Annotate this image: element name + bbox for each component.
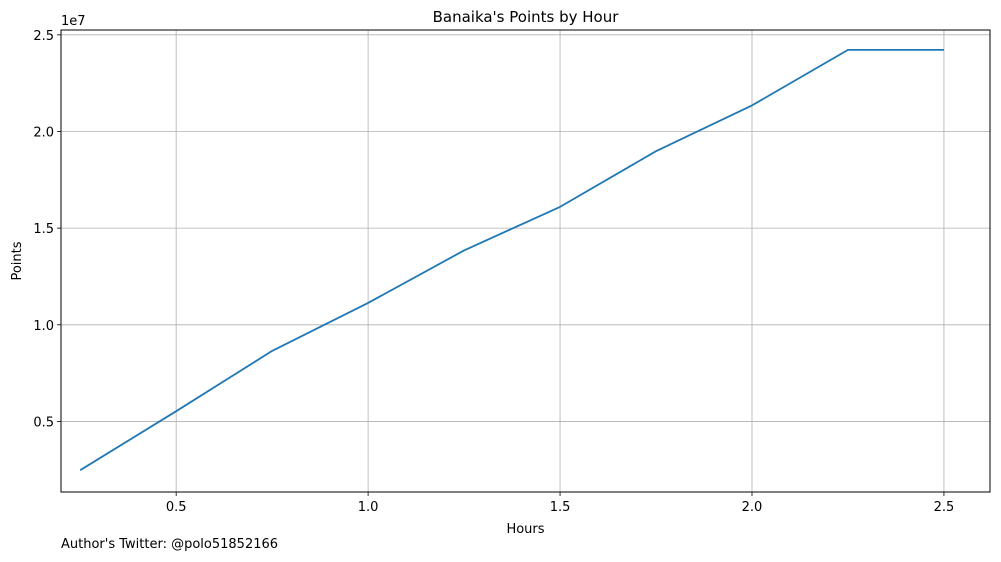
- y-tick-label: 2.0: [33, 125, 54, 140]
- y-tick-label: 1.5: [33, 222, 54, 237]
- author-credit: Author's Twitter: @polo51852166: [61, 537, 279, 552]
- y-tick-label: 1.0: [33, 319, 54, 334]
- y-tick-label: 0.5: [33, 415, 54, 430]
- plot-area-frame: [60, 29, 991, 493]
- x-tick-label: 0.5: [166, 500, 187, 515]
- y-axis-label: Points: [10, 241, 25, 280]
- axis-ticks: 0.5 1.0 1.5 2.0 2.5 0.5 1.0 1.5 2.0 2.5: [33, 29, 954, 515]
- y-axis-offset-label: 1e7: [61, 14, 86, 29]
- x-tick-label: 2.5: [934, 500, 955, 515]
- x-tick-label: 1.5: [550, 500, 571, 515]
- grid-lines: [61, 30, 990, 492]
- chart-title: Banaika's Points by Hour: [433, 8, 620, 26]
- x-tick-label: 2.0: [742, 500, 763, 515]
- x-tick-label: 1.0: [358, 500, 379, 515]
- x-axis-label: Hours: [506, 522, 544, 537]
- y-tick-label: 2.5: [33, 29, 54, 44]
- series-line: [79, 49, 944, 471]
